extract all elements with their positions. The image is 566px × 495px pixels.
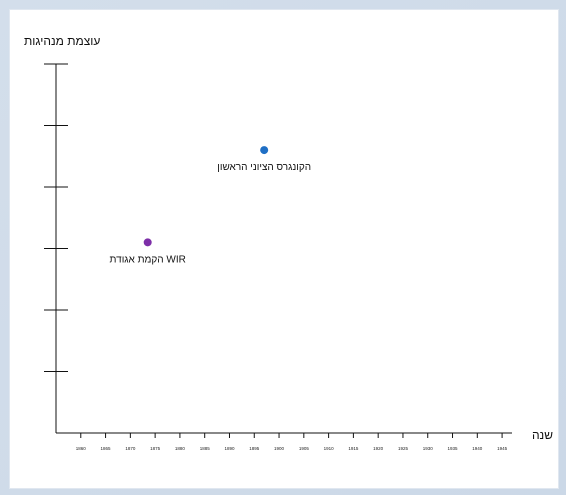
data-point-label: הקמת אגודת WIR xyxy=(110,254,186,265)
scatter-chart: עוצמת מנהיגות שנה 1860 1865 1870 1875 1880 18… xyxy=(24,34,553,451)
chart-points: הקמת אגודת WIR הקונגרס הציוני הראשון xyxy=(110,146,311,265)
x-axis-label: שנה xyxy=(532,428,553,442)
x-tick-label: 1890 xyxy=(224,446,235,451)
x-tick-label: 1905 xyxy=(299,446,310,451)
x-tick-label: 1880 xyxy=(175,446,186,451)
x-tick-label: 1875 xyxy=(150,446,161,451)
chart-frame: עוצמת מנהיגות שנה 1860 1865 1870 1875 1880 18… xyxy=(10,10,558,488)
x-tick-label: 1910 xyxy=(324,446,335,451)
chart-axes: 1860 1865 1870 1875 1880 1885 1890 1895 1900 1905… xyxy=(44,63,512,451)
x-tick-label: 1945 xyxy=(497,446,508,451)
data-point xyxy=(143,238,152,247)
x-tick-label: 1860 xyxy=(76,446,87,451)
x-tick-label: 1870 xyxy=(125,446,136,451)
x-tick-label: 1885 xyxy=(200,446,211,451)
x-tick-label: 1940 xyxy=(472,446,483,451)
x-tick-label: 1935 xyxy=(448,446,459,451)
x-tick-label: 1930 xyxy=(423,446,434,451)
x-tick-label: 1865 xyxy=(101,446,112,451)
data-point-label: הקונגרס הציוני הראשון xyxy=(217,162,311,173)
x-tick-label: 1925 xyxy=(398,446,409,451)
x-tick-label: 1920 xyxy=(373,446,384,451)
data-point xyxy=(260,146,269,155)
y-axis-label: עוצמת מנהיגות xyxy=(24,34,100,48)
x-tick-label: 1900 xyxy=(274,446,285,451)
x-tick-label: 1895 xyxy=(249,446,260,451)
x-tick-label: 1915 xyxy=(348,446,359,451)
